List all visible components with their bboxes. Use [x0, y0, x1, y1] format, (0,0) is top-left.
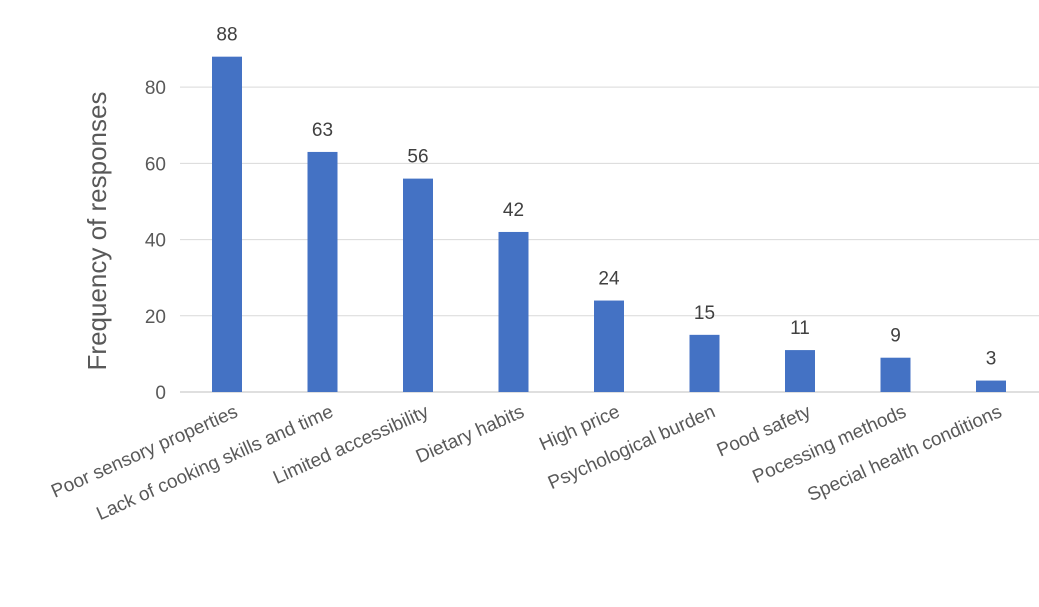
bar: [403, 178, 433, 392]
bar-value-label: 15: [694, 303, 715, 324]
bar: [785, 350, 815, 392]
bar: [498, 231, 529, 392]
y-tick-labels: 0 20 40 60 80: [145, 78, 166, 404]
bars: [212, 56, 1006, 393]
bar: [976, 380, 1006, 392]
category-label: Dietary habits: [413, 401, 528, 467]
y-axis-title: Frequency of responses: [82, 92, 112, 371]
bar: [307, 151, 338, 392]
y-tick-label: 60: [145, 154, 166, 175]
bar-value-label: 24: [598, 269, 620, 290]
bar-value-labels: 88 63 56 42 24 15 11 9 3: [216, 25, 996, 370]
category-label: Limited accessibility: [270, 401, 432, 489]
bar-value-label: 88: [216, 25, 237, 46]
bar: [594, 300, 624, 392]
y-tick-label: 80: [145, 78, 166, 99]
bar-value-label: 9: [890, 326, 901, 347]
bar: [212, 56, 242, 393]
category-label: Psychological burden: [545, 401, 719, 494]
bar: [880, 357, 911, 392]
y-tick-label: 20: [145, 307, 166, 328]
y-tick-label: 40: [145, 231, 166, 252]
bar-value-label: 11: [790, 318, 810, 339]
y-tick-label: 0: [155, 383, 166, 404]
bar: [689, 334, 720, 392]
bar-value-label: 42: [503, 200, 524, 221]
bar-value-label: 56: [407, 147, 428, 168]
bar-value-label: 3: [986, 349, 997, 370]
bar-value-label: 63: [312, 120, 333, 141]
